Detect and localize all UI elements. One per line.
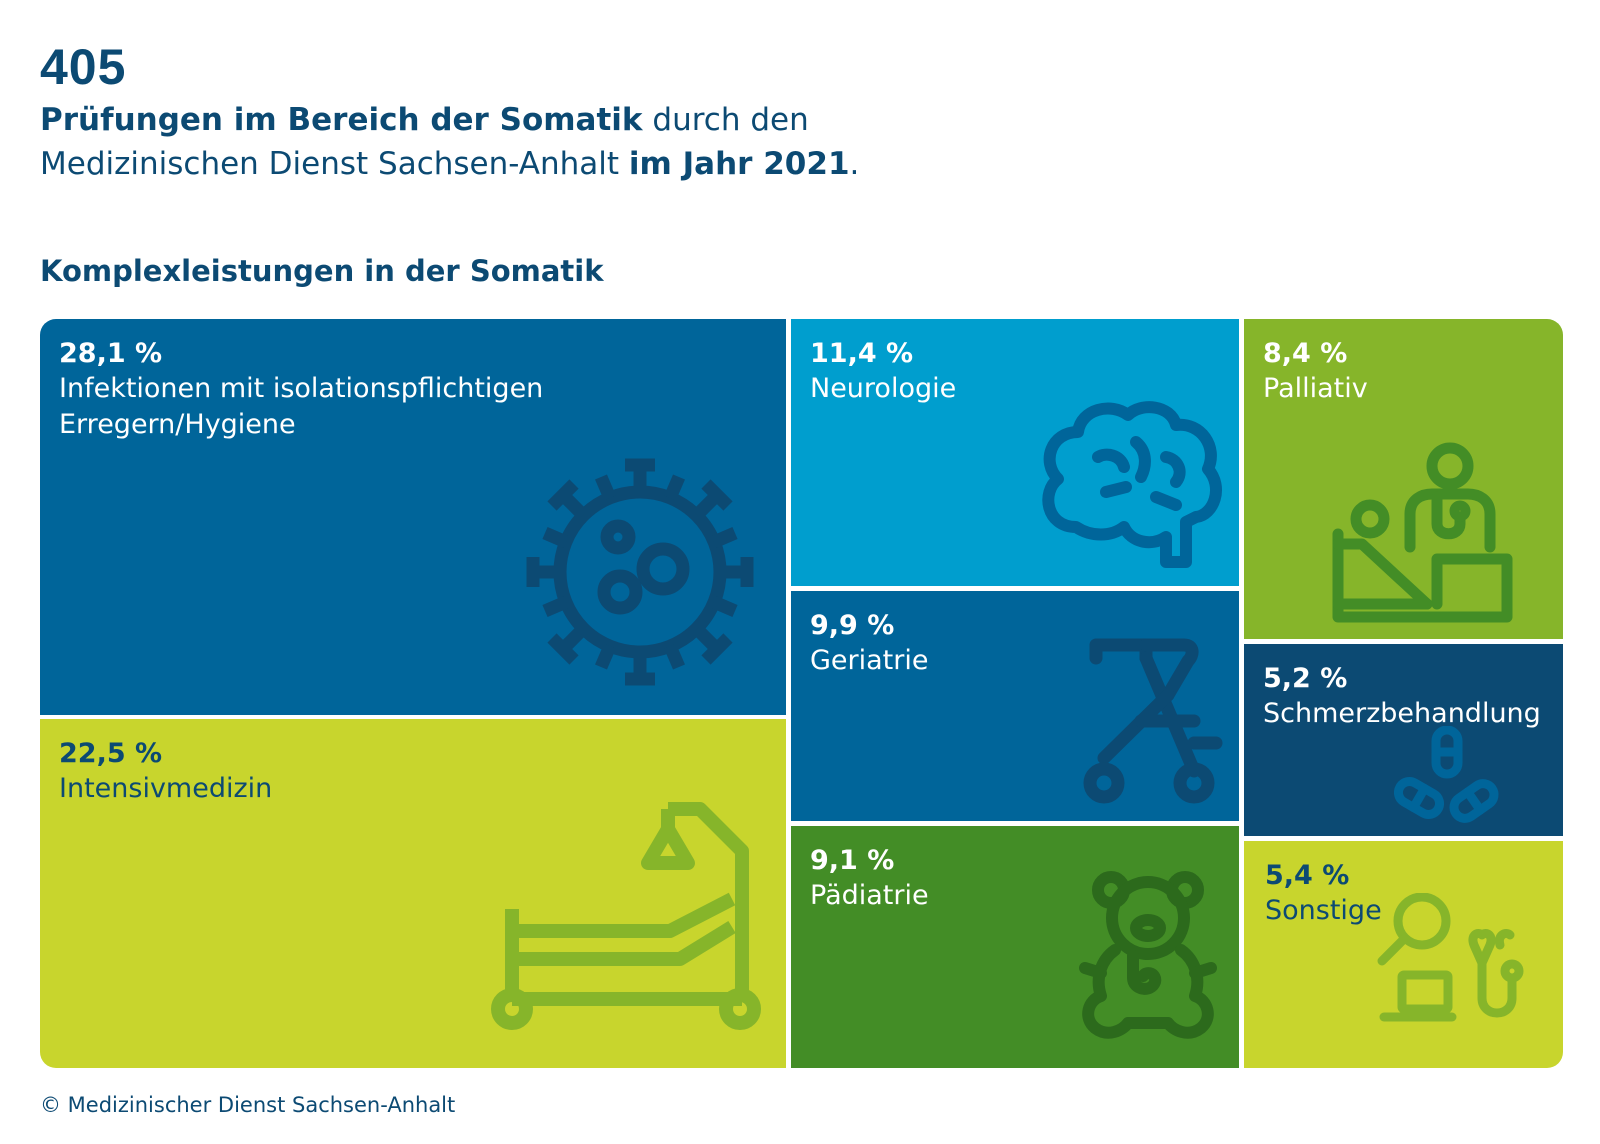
tile-value: 22,5 % bbox=[59, 737, 162, 771]
tile-label: Geriatrie bbox=[810, 643, 928, 679]
tile-value: 9,1 % bbox=[810, 844, 894, 878]
tile-value: 5,4 % bbox=[1265, 859, 1349, 893]
tile-value: 8,4 % bbox=[1263, 337, 1347, 371]
tile-label: Pädiatrie bbox=[810, 878, 929, 914]
tile-label: Intensivmedizin bbox=[59, 771, 272, 807]
virus-icon bbox=[525, 457, 755, 687]
walker-icon bbox=[1076, 633, 1226, 808]
intro-text-3: . bbox=[850, 146, 860, 182]
tile-value: 5,2 % bbox=[1263, 662, 1347, 696]
tile-label: Infektionen mit isolationspflichtigen Er… bbox=[59, 371, 543, 443]
tile-label: Sonstige bbox=[1265, 893, 1382, 929]
tile-intensivmedizin: 22,5 % Intensivmedizin bbox=[40, 719, 786, 1068]
tile-infektionen: 28,1 % Infektionen mit isolationspflicht… bbox=[40, 319, 786, 715]
pills-icon bbox=[1394, 726, 1504, 826]
tile-label: Palliativ bbox=[1263, 371, 1368, 407]
tile-geriatrie: 9,9 % Geriatrie bbox=[791, 591, 1239, 821]
tile-value: 28,1 % bbox=[59, 337, 162, 371]
intro-text-1: durch den bbox=[643, 102, 809, 138]
copyright: © Medizinischer Dienst Sachsen-Anhalt bbox=[40, 1093, 455, 1117]
tile-sonstige: 5,4 % Sonstige bbox=[1244, 841, 1563, 1068]
tile-neurologie: 11,4 % Neurologie bbox=[791, 319, 1239, 586]
tile-schmerzbehandlung: 5,2 % Schmerzbehandlung bbox=[1244, 644, 1563, 836]
tile-label: Neurologie bbox=[810, 371, 956, 407]
tile-palliativ: 8,4 % Palliativ bbox=[1244, 319, 1563, 639]
intro-text-2: Medizinischen Dienst Sachsen-Anhalt bbox=[40, 146, 629, 182]
intro-bold-1: Prüfungen im Bereich der Somatik bbox=[40, 102, 643, 138]
intro-text: Prüfungen im Bereich der Somatik durch d… bbox=[40, 98, 940, 186]
brain-icon bbox=[1036, 397, 1226, 577]
tile-paediatrie: 9,1 % Pädiatrie bbox=[791, 826, 1239, 1068]
hospital-bed-icon bbox=[490, 799, 770, 1034]
teddy-bear-icon bbox=[1073, 868, 1223, 1043]
palliative-care-icon bbox=[1332, 439, 1517, 629]
tile-value: 9,9 % bbox=[810, 609, 894, 643]
treemap-chart: 28,1 % Infektionen mit isolationspflicht… bbox=[40, 319, 1563, 1068]
chart-title: Komplexleistungen in der Somatik bbox=[40, 254, 604, 288]
total-exams-number: 405 bbox=[40, 38, 126, 96]
magnifier-laptop-stethoscope-icon bbox=[1372, 893, 1557, 1028]
intro-bold-2: im Jahr 2021 bbox=[629, 146, 850, 182]
tile-value: 11,4 % bbox=[810, 337, 913, 371]
